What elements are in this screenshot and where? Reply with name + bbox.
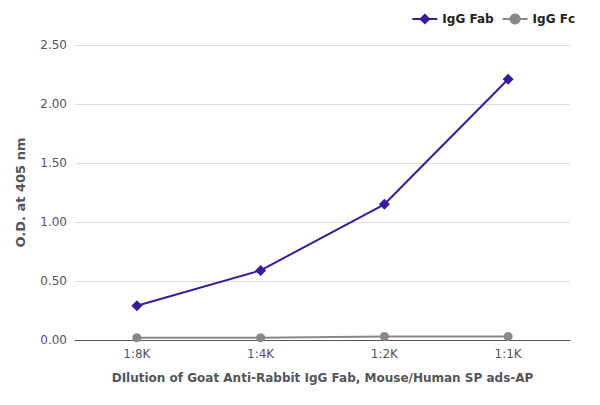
svg-text:1:4K: 1:4K [247, 347, 275, 361]
svg-text:2.00: 2.00 [40, 97, 67, 111]
svg-text:IgG Fc: IgG Fc [533, 12, 575, 26]
svg-text:1:8K: 1:8K [123, 347, 151, 361]
svg-text:1:2K: 1:2K [371, 347, 399, 361]
svg-text:0.00: 0.00 [40, 333, 67, 347]
svg-text:0.50: 0.50 [40, 274, 67, 288]
svg-text:2.50: 2.50 [40, 38, 67, 52]
svg-text:O.D. at 405 nm: O.D. at 405 nm [13, 138, 28, 248]
svg-text:IgG Fab: IgG Fab [442, 12, 494, 26]
svg-text:1.50: 1.50 [40, 156, 67, 170]
svg-text:1.00: 1.00 [40, 215, 67, 229]
svg-text:1:1K: 1:1K [495, 347, 523, 361]
svg-text:DIlution of Goat Anti-Rabbit I: DIlution of Goat Anti-Rabbit IgG Fab, Mo… [112, 371, 534, 385]
